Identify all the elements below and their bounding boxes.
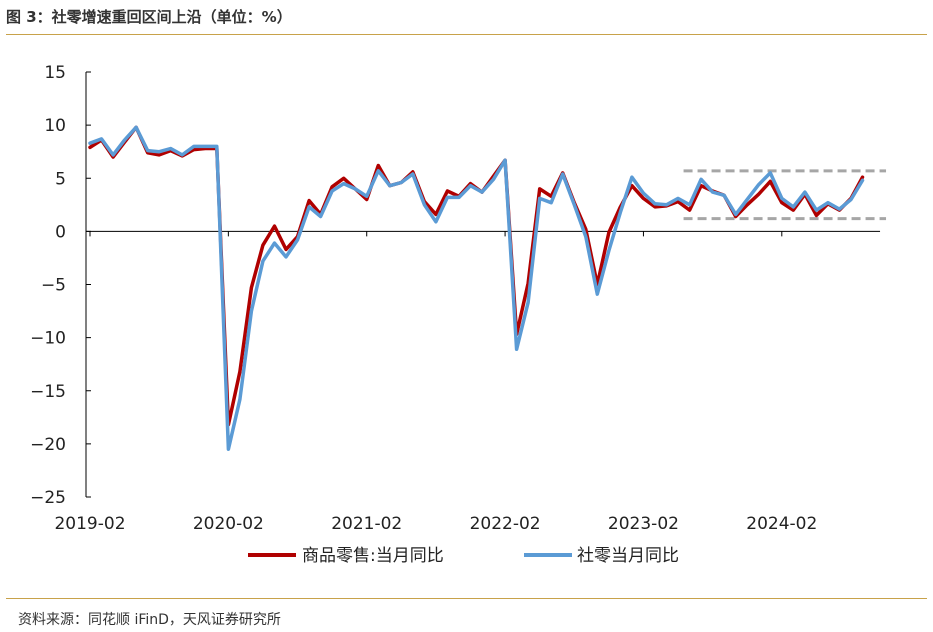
x-tick-label: 2021-02: [331, 514, 402, 534]
footer-divider: [6, 598, 927, 599]
x-tick-label: 2024-02: [746, 514, 817, 534]
legend-label: 社零当月同比: [577, 546, 679, 566]
x-axis: 2019-02 2020-02 2021-02 2022-02 2023-02 2024-…: [54, 230, 881, 534]
x-tick-label: 2022-02: [470, 514, 541, 534]
source-note: 资料来源：同花顺 iFinD，天风证券研究所: [18, 612, 281, 628]
y-tick-label: −10: [30, 329, 66, 349]
y-tick-label: −15: [30, 382, 66, 402]
x-tick-label: 2019-02: [54, 514, 125, 534]
title-divider: [6, 34, 927, 35]
series-lines: [88, 125, 865, 451]
y-tick-label: −5: [41, 276, 66, 296]
legend: 商品零售:当月同比 社零当月同比: [248, 546, 679, 566]
x-tick-label: 2020-02: [193, 514, 264, 534]
series-total-retail-line: [88, 125, 865, 451]
y-tick-label: −25: [30, 488, 66, 508]
y-tick-label: 10: [44, 116, 66, 136]
chart-title: 图 3：社零增速重回区间上沿（单位：%）: [6, 8, 292, 26]
line-chart: 15 10 5 0 −5 −10 −15 −20 −25 2019-02 2020-02 2021-…: [30, 63, 887, 566]
y-tick-label: 5: [55, 169, 66, 189]
y-tick-label: 15: [44, 63, 66, 83]
y-axis: 15 10 5 0 −5 −10 −15 −20 −25: [30, 63, 91, 508]
x-tick-label: 2023-02: [608, 514, 679, 534]
legend-label: 商品零售:当月同比: [302, 546, 444, 566]
reference-band: [683, 169, 887, 221]
y-tick-label: −20: [30, 435, 66, 455]
y-tick-label: 0: [55, 222, 66, 242]
